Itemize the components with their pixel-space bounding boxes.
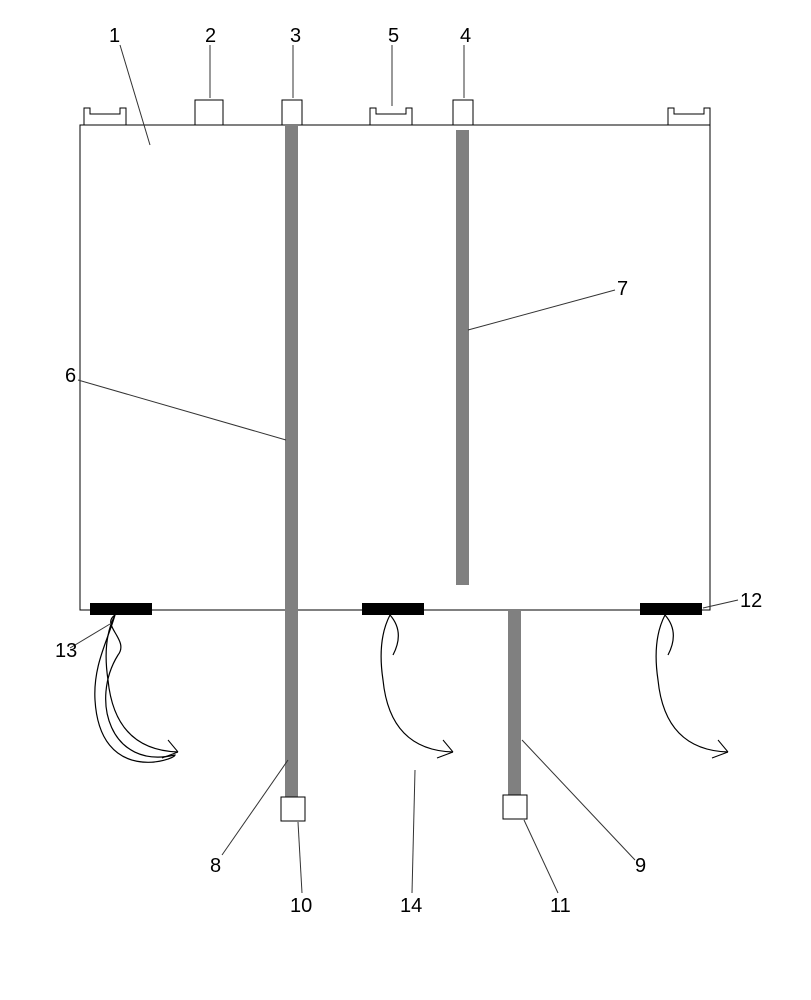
rod-6 [285,125,298,617]
rod-end-11 [503,795,527,819]
bottom-blocks [90,603,702,615]
leader-lines [70,45,738,893]
label-7: 7 [617,278,628,301]
label-11: 11 [550,895,571,918]
top-small-boxes [195,100,473,125]
main-box [80,125,710,610]
label-3: 3 [290,25,301,48]
label-12: 12 [740,590,762,613]
diagram-svg [0,0,811,1000]
label-10: 10 [290,895,312,918]
label-8: 8 [210,855,221,878]
hooks [95,615,728,762]
label-2: 2 [205,25,216,48]
label-14: 14 [400,895,422,918]
rod-8 [285,617,298,797]
label-1: 1 [109,25,120,48]
label-9: 9 [635,855,646,878]
label-6: 6 [65,365,76,388]
rod-end-10 [281,797,305,821]
label-5: 5 [388,25,399,48]
label-13: 13 [55,640,77,663]
rod-7 [456,130,469,585]
label-4: 4 [460,25,471,48]
top-brackets [84,108,710,125]
rod-9 [508,610,521,795]
